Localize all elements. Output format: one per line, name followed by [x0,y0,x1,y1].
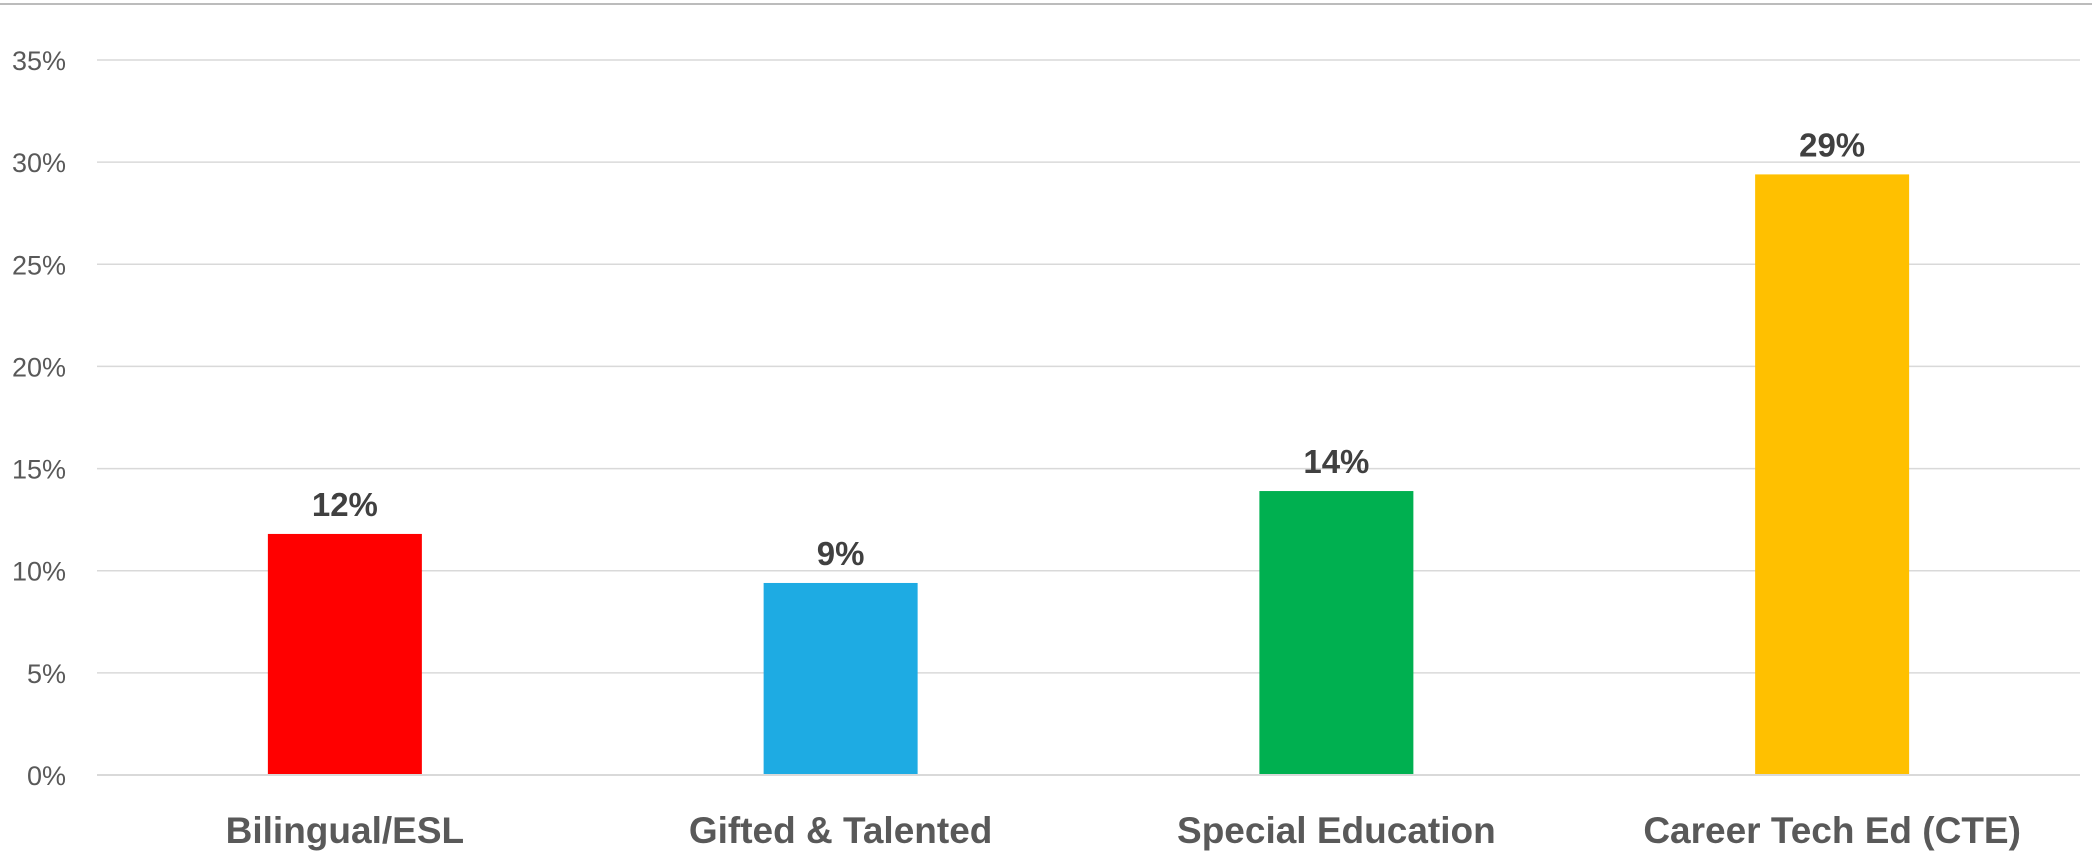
y-tick-label: 5% [27,659,66,689]
data-label: 29% [1799,126,1865,163]
y-tick-label: 15% [12,455,66,485]
bar [267,533,422,775]
data-label: 14% [1303,443,1369,480]
bar [1259,491,1414,775]
y-axis-tick-labels: 0% 5% 10% 15% 20% 25% 30% 35% [12,46,66,791]
bar [1755,174,1910,775]
gridlines [97,59,2080,674]
x-axis-tick-labels: Bilingual/ESL Gifted & Talented Special Ed… [226,810,2021,851]
data-labels: 12% 9% 14% 29% [312,126,1865,572]
x-tick-label: Bilingual/ESL [226,810,464,851]
bars [267,174,1910,775]
data-label: 9% [817,535,865,572]
x-tick-label: Gifted & Talented [689,810,993,851]
y-tick-label: 10% [12,557,66,587]
y-tick-label: 30% [12,148,66,178]
data-label: 12% [312,486,378,523]
x-tick-label: Career Tech Ed (CTE) [1643,810,2021,851]
y-tick-label: 25% [12,250,66,280]
y-tick-label: 0% [27,761,66,791]
y-tick-label: 35% [12,46,66,76]
bar [763,582,918,775]
x-tick-label: Special Education [1177,810,1496,851]
y-tick-label: 20% [12,352,66,382]
